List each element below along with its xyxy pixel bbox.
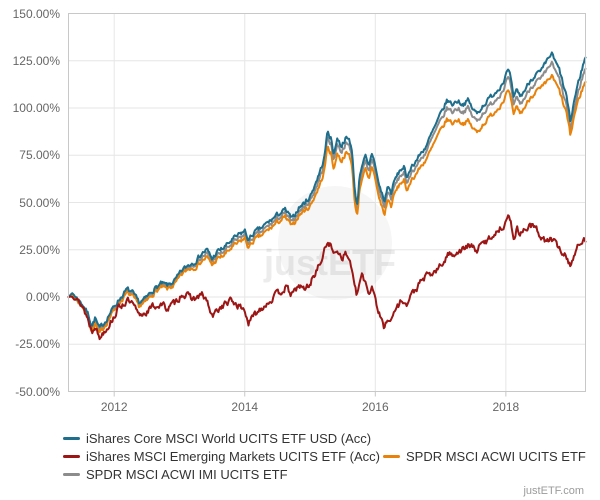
- legend-item-ishares-core-msci-world-ucits-etf-usd-acc[interactable]: iShares Core MSCI World UCITS ETF USD (A…: [63, 431, 371, 446]
- y-tick-label: 75.00%: [19, 148, 60, 163]
- y-tick-label: 150.00%: [12, 6, 60, 21]
- legend-item-spdr-msci-acwi-imi-ucits-etf[interactable]: SPDR MSCI ACWI IMI UCITS ETF: [63, 467, 288, 482]
- legend-swatch: [63, 472, 80, 476]
- y-tick-label: 0.00%: [25, 290, 60, 304]
- legend-item-spdr-msci-acwi-ucits-etf[interactable]: SPDR MSCI ACWI UCITS ETF: [383, 449, 586, 464]
- y-tick-label: 125.00%: [12, 53, 60, 68]
- legend-row: SPDR MSCI ACWI IMI UCITS ETF: [63, 465, 586, 483]
- legend-label: SPDR MSCI ACWI IMI UCITS ETF: [86, 466, 288, 482]
- x-tick-label: 2014: [231, 400, 259, 414]
- legend-row: iShares Core MSCI World UCITS ETF USD (A…: [63, 429, 586, 447]
- x-tick-label: 2012: [100, 400, 128, 414]
- justetf-watermark: justETF: [263, 242, 396, 283]
- legend-label: SPDR MSCI ACWI UCITS ETF: [406, 448, 586, 464]
- legend-swatch: [383, 454, 400, 458]
- y-tick-label: 50.00%: [19, 195, 60, 210]
- x-tick-label: 2016: [361, 400, 389, 414]
- series-line-ishares-core-msci-world-ucits-etf-usd-acc[interactable]: [67, 51, 587, 328]
- y-tick-label: -50.00%: [15, 384, 60, 399]
- legend-swatch: [63, 436, 80, 440]
- y-tick-label: 25.00%: [19, 242, 60, 257]
- series-line-ishares-msci-emerging-markets-ucits-etf-acc[interactable]: [67, 214, 587, 341]
- legend-item-ishares-msci-emerging-markets-ucits-etf-acc[interactable]: iShares MSCI Emerging Markets UCITS ETF …: [63, 449, 380, 464]
- chart-legend: iShares Core MSCI World UCITS ETF USD (A…: [63, 429, 586, 483]
- legend-label: iShares MSCI Emerging Markets UCITS ETF …: [86, 448, 380, 464]
- justetf-credit-link[interactable]: justETF.com: [523, 485, 584, 497]
- y-tick-label: 100.00%: [12, 101, 60, 115]
- legend-row: iShares MSCI Emerging Markets UCITS ETF …: [63, 447, 586, 465]
- y-tick-label: -25.00%: [15, 337, 60, 352]
- x-axis-ticks: [113, 391, 507, 397]
- legend-swatch: [63, 454, 80, 458]
- plot-border: [68, 13, 586, 392]
- legend-label: iShares Core MSCI World UCITS ETF USD (A…: [86, 430, 372, 446]
- x-tick-label: 2018: [492, 400, 520, 414]
- svg-text:justETF: justETF: [263, 242, 396, 283]
